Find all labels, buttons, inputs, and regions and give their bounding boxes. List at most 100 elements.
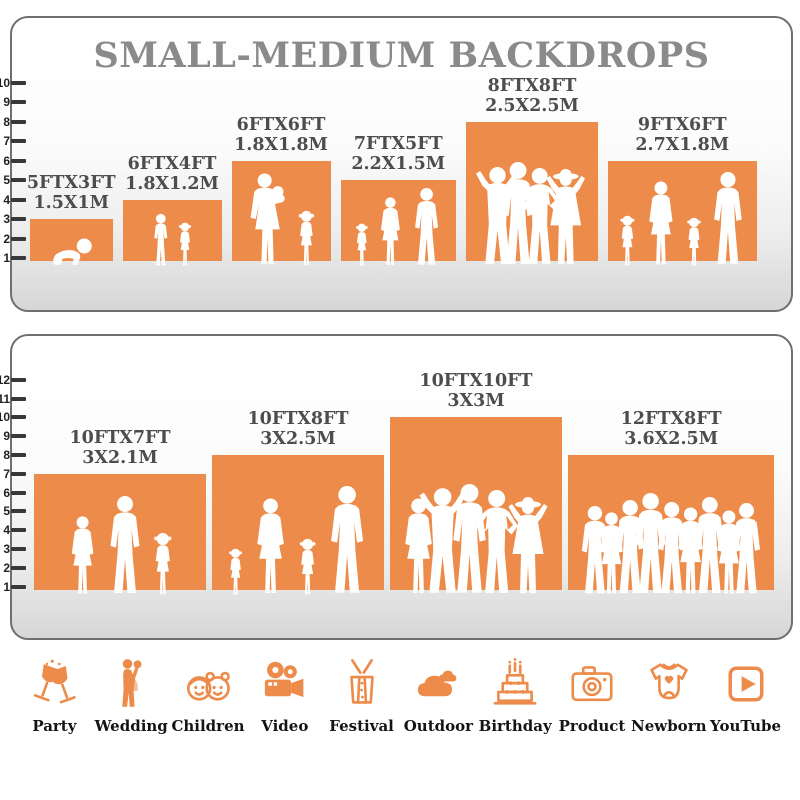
ruler-tick-mark [11, 256, 26, 260]
category-children: Children [170, 656, 247, 735]
medium-large-chart: 12345678910111210FTX7FT3X2.1M10FTX8FT3X2… [0, 336, 791, 638]
category-label: Video [261, 717, 309, 735]
ruler-tick-number: 5 [3, 173, 10, 187]
people-silhouettes [212, 486, 384, 596]
girl-silhouette-icon [176, 222, 194, 267]
ruler-tick-mark [11, 158, 26, 163]
backdrop-bar-6ftx4ft [122, 199, 222, 261]
category-youtube: YouTube [707, 656, 784, 735]
size-feet-text: 10FTX10FT [419, 371, 533, 392]
man-silhouette-icon [708, 172, 748, 267]
ruler-tick-10: 10 [0, 75, 26, 90]
ruler-tick-1: 1 [0, 252, 26, 264]
ruler-tick-mark [11, 119, 26, 124]
category-wedding: Wedding [93, 656, 170, 735]
ruler-tick-number: 7 [3, 134, 10, 148]
ruler-tick-mark [11, 236, 26, 241]
ruler-tick-mark [11, 546, 26, 551]
category-label: Birthday [478, 717, 552, 735]
size-meters-text: 1.8X1.2M [125, 173, 219, 194]
ruler-tick-mark [11, 396, 26, 401]
size-feet-text: 8FTX8FT [487, 75, 577, 96]
size-meters-text: 3X2.5M [260, 428, 336, 449]
girl-silhouette-icon [295, 210, 318, 267]
category-label: Newborn [631, 717, 707, 735]
category-festival: Festival [323, 656, 400, 735]
size-meters-text: 2.7X1.8M [635, 134, 730, 155]
girl-silhouette-icon [296, 538, 319, 596]
man-silhouette-icon [410, 188, 443, 267]
ruler-tick-number: 8 [3, 447, 10, 462]
category-birthday: Birthday [477, 656, 554, 735]
video-icon [257, 656, 313, 712]
ruler-tick-7: 7 [0, 468, 26, 480]
wedding-icon [103, 656, 159, 712]
size-meters-text: 3.6X2.5M [624, 428, 719, 449]
ruler-tick-4: 4 [0, 192, 26, 207]
children-icon [180, 656, 236, 712]
backdrop-size-label: 6FTX6FT 1.8X1.8M [234, 115, 328, 155]
ruler-tick-mark [11, 471, 26, 476]
ruler-tick-mark [11, 565, 26, 570]
ruler-tick-mark [11, 217, 26, 221]
woman-silhouette-icon [65, 516, 100, 596]
size-feet-text: 6FTX6FT [236, 114, 326, 135]
backdrop-size-label: 12FTX8FT 3.6X2.5M [621, 409, 722, 449]
ruler-tick-number: 2 [3, 231, 10, 246]
category-product: Product [554, 656, 631, 735]
ruler-tick-mark [11, 452, 26, 457]
ruler-tick-number: 9 [3, 429, 10, 444]
category-label: Product [558, 717, 626, 735]
ruler-tick-number: 2 [3, 560, 10, 575]
ruler-tick-number: 4 [3, 192, 10, 207]
ruler-tick-9: 9 [0, 429, 26, 444]
people-silhouettes [341, 188, 457, 267]
ruler-tick-number: 6 [3, 153, 10, 168]
people-silhouettes [466, 162, 598, 267]
size-feet-text: 5FTX3FT [26, 173, 116, 193]
ruler-tick-number: 6 [3, 485, 10, 500]
ruler-tick-8: 8 [0, 447, 26, 462]
backdrop-size-label: 6FTX4FT 1.8X1.2M [125, 154, 219, 194]
party-icon [26, 656, 82, 712]
people-silhouettes [123, 213, 222, 267]
ruler-tick-mark [11, 415, 26, 420]
ruler-tick-number: 10 [0, 410, 10, 425]
category-label: Outdoor [403, 717, 474, 735]
ruler-tick-5: 5 [0, 505, 26, 517]
ruler-tick-number: 9 [3, 95, 10, 109]
category-label: Party [32, 717, 77, 735]
girl-silhouette-icon [150, 532, 176, 596]
size-meters-text: 3X3M [447, 391, 505, 412]
ruler-tick-number: 10 [0, 75, 10, 90]
woman-hat-silhouette-icon [501, 496, 555, 596]
ruler-tick-number: 11 [0, 391, 10, 406]
ruler-tick-11: 11 [0, 391, 26, 406]
girl-silhouette-icon [684, 217, 704, 267]
size-feet-text: 9FTX6FT [637, 114, 727, 135]
ruler-tick-3: 3 [0, 541, 26, 556]
size-meters-text: 1.8X1.8M [234, 134, 328, 155]
girl-silhouette-icon [226, 548, 245, 596]
size-feet-text: 10FTX8FT [247, 408, 349, 429]
ruler-tick-number: 3 [3, 541, 10, 556]
medium-large-panel: 12345678910111210FTX7FT3X2.1M10FTX8FT3X2… [0, 334, 793, 640]
category-label: Children [171, 717, 245, 735]
birthday-icon [487, 656, 543, 712]
woman-hat-silhouette-icon [539, 168, 592, 267]
category-label: Festival [329, 717, 394, 735]
outdoor-icon [410, 656, 466, 712]
category-video: Video [246, 656, 323, 735]
ruler-tick-mark [11, 509, 26, 514]
size-meters-text: 2.5X2.5M [485, 95, 579, 116]
backdrop-bar-6ftx6ft [231, 160, 331, 261]
ruler-tick-2: 2 [0, 231, 26, 246]
category-label: YouTube [710, 717, 782, 735]
size-feet-text: 10FTX7FT [69, 427, 171, 448]
page-title: SMALL-MEDIUM BACKDROPS [93, 35, 710, 76]
ruler-tick-mark [11, 197, 26, 202]
festival-icon [334, 656, 390, 712]
ruler-tick-4: 4 [0, 524, 26, 536]
category-outdoor: Outdoor [400, 656, 477, 735]
man-silhouette-icon [727, 503, 766, 596]
